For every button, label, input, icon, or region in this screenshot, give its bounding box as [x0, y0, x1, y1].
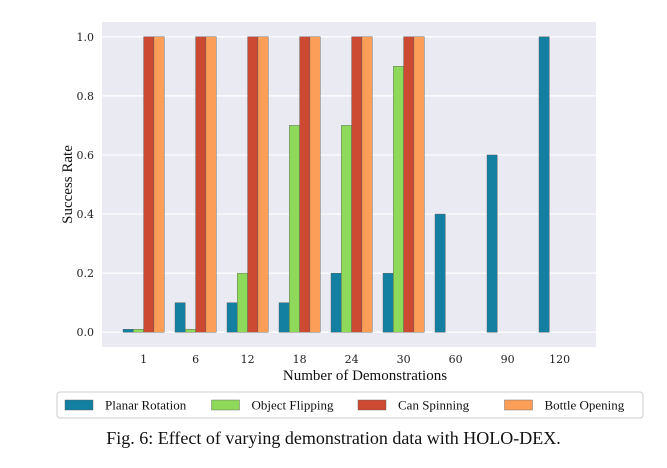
x-tick-label: 90 [501, 353, 515, 366]
caption-name-dash: -D [513, 428, 533, 448]
bar-planar-rotation-6 [174, 302, 186, 333]
legend-label: Object Flipping [252, 398, 334, 413]
y-tick-labels: 0.0 0.2 0.4 0.6 0.8 1.0 [77, 31, 95, 339]
legend-label: Can Spinning [398, 398, 470, 413]
bar-planar-rotation-24 [330, 272, 342, 333]
bar-object-flipping-1 [133, 329, 144, 333]
legend-label: Bottle Opening [545, 398, 625, 413]
y-tick-label: 0.8 [77, 90, 95, 103]
bar-planar-rotation-1 [122, 329, 134, 333]
bar-bottle-opening-1 [153, 36, 165, 333]
y-tick-label: 0.6 [77, 149, 95, 162]
legend-frame [56, 391, 644, 419]
bar-planar-rotation-12 [226, 302, 238, 333]
legend-label: Planar Rotation [105, 398, 187, 413]
x-tick-label: 60 [449, 353, 463, 366]
bar-can-spinning-24 [351, 36, 363, 333]
x-tick-label: 1 [140, 353, 147, 366]
x-tick-label: 12 [241, 353, 255, 366]
bar-planar-rotation-120 [538, 36, 550, 333]
bar-chart: 0.0 0.2 0.4 0.6 0.8 1.0 1 6 12 18 24 30 60 90 120 Suc… [56, 22, 644, 419]
bar-bottle-opening-30 [413, 36, 425, 333]
bar-object-flipping-12 [237, 272, 248, 333]
caption-name-h: H [463, 428, 477, 448]
legend-swatch-bottle-opening [504, 399, 533, 411]
caption-name-ex: EX [532, 428, 557, 448]
x-tick-label: 120 [549, 353, 570, 366]
y-tick-label: 1.0 [77, 31, 95, 44]
caption-prefix: Fig. 6: Effect of varying demonstration … [106, 428, 464, 448]
bar-can-spinning-6 [195, 36, 207, 333]
bar-bottle-opening-18 [309, 36, 321, 333]
bar-can-spinning-1 [143, 36, 155, 333]
bar-object-flipping-24 [341, 125, 352, 333]
caption-name-olo: OLO [476, 428, 514, 448]
x-tick-label: 24 [345, 353, 359, 366]
legend-swatch-object-flipping [211, 399, 240, 411]
bar-planar-rotation-30 [382, 272, 394, 333]
bar-planar-rotation-90 [486, 154, 498, 333]
caption-suffix: . [556, 428, 561, 448]
x-tick-label: 30 [397, 353, 411, 366]
bars [122, 36, 550, 333]
y-tick-label: 0.2 [77, 267, 95, 280]
y-tick-label: 0.4 [77, 208, 95, 221]
bar-object-flipping-18 [289, 125, 300, 333]
x-tick-labels: 1 6 12 18 24 30 60 90 120 [140, 353, 570, 366]
x-axis-label: Number of Demonstrations [283, 368, 447, 384]
bar-planar-rotation-18 [278, 302, 290, 333]
bar-can-spinning-18 [299, 36, 311, 333]
bar-planar-rotation-60 [434, 213, 446, 333]
bar-object-flipping-6 [185, 329, 196, 333]
bar-can-spinning-30 [403, 36, 415, 333]
x-tick-label: 18 [293, 353, 307, 366]
y-tick-label: 0.0 [77, 326, 95, 339]
x-tick-label: 6 [192, 353, 199, 366]
legend: Planar Rotation Object Flipping Can Spinni… [56, 391, 644, 419]
bar-bottle-opening-6 [205, 36, 217, 333]
bar-bottle-opening-24 [361, 36, 373, 333]
legend-swatch-can-spinning [357, 399, 387, 411]
bar-object-flipping-30 [393, 66, 404, 333]
bar-bottle-opening-12 [257, 36, 269, 333]
bar-can-spinning-12 [247, 36, 259, 333]
figure-caption: Fig. 6: Effect of varying demonstration … [0, 428, 667, 449]
y-axis-label: Success Rate [60, 145, 76, 224]
legend-swatch-planar-rotation [64, 399, 94, 411]
